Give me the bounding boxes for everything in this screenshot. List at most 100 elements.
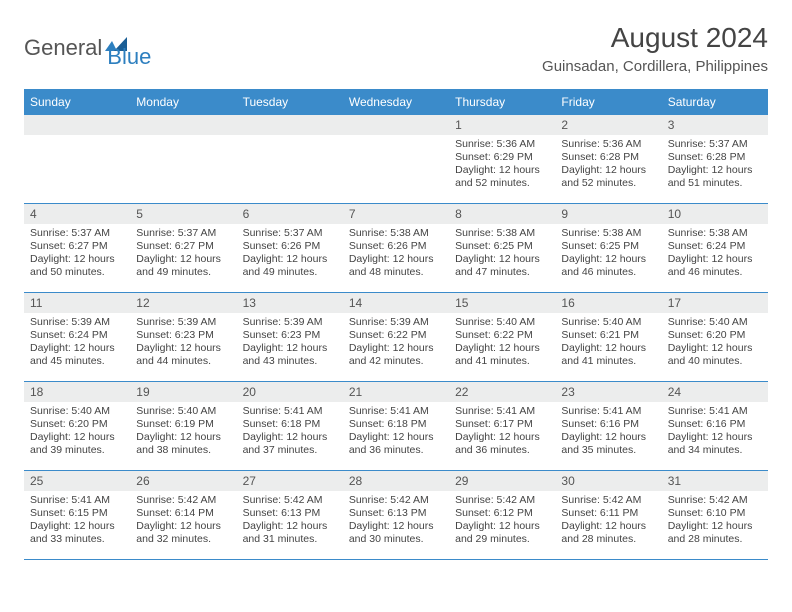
sunrise-text: Sunrise: 5:40 AM: [136, 405, 230, 418]
daylight-text: Daylight: 12 hours and 39 minutes.: [30, 431, 124, 457]
day-header: Tuesday: [237, 89, 343, 115]
calendar-cell: 9Sunrise: 5:38 AMSunset: 6:25 PMDaylight…: [555, 204, 661, 293]
sunrise-text: Sunrise: 5:39 AM: [30, 316, 124, 329]
calendar-cell: 22Sunrise: 5:41 AMSunset: 6:17 PMDayligh…: [449, 382, 555, 471]
sunrise-text: Sunrise: 5:36 AM: [561, 138, 655, 151]
day-details: Sunrise: 5:41 AMSunset: 6:16 PMDaylight:…: [555, 402, 661, 461]
sunrise-text: Sunrise: 5:42 AM: [136, 494, 230, 507]
daylight-text: Daylight: 12 hours and 43 minutes.: [243, 342, 337, 368]
day-number: 16: [555, 293, 661, 313]
calendar-cell: 20Sunrise: 5:41 AMSunset: 6:18 PMDayligh…: [237, 382, 343, 471]
daylight-text: Daylight: 12 hours and 52 minutes.: [561, 164, 655, 190]
day-details: Sunrise: 5:36 AMSunset: 6:28 PMDaylight:…: [555, 135, 661, 194]
sunrise-text: Sunrise: 5:38 AM: [668, 227, 762, 240]
sunrise-text: Sunrise: 5:39 AM: [349, 316, 443, 329]
calendar-cell: 25Sunrise: 5:41 AMSunset: 6:15 PMDayligh…: [24, 471, 130, 560]
daylight-text: Daylight: 12 hours and 35 minutes.: [561, 431, 655, 457]
day-details: Sunrise: 5:37 AMSunset: 6:27 PMDaylight:…: [24, 224, 130, 283]
day-details: Sunrise: 5:37 AMSunset: 6:26 PMDaylight:…: [237, 224, 343, 283]
day-details: Sunrise: 5:42 AMSunset: 6:12 PMDaylight:…: [449, 491, 555, 550]
sunrise-text: Sunrise: 5:40 AM: [30, 405, 124, 418]
sunset-text: Sunset: 6:10 PM: [668, 507, 762, 520]
sunrise-text: Sunrise: 5:41 AM: [668, 405, 762, 418]
calendar-cell: 18Sunrise: 5:40 AMSunset: 6:20 PMDayligh…: [24, 382, 130, 471]
daylight-text: Daylight: 12 hours and 36 minutes.: [349, 431, 443, 457]
logo-text-general: General: [24, 35, 102, 61]
sunset-text: Sunset: 6:16 PM: [668, 418, 762, 431]
calendar-week-row: 11Sunrise: 5:39 AMSunset: 6:24 PMDayligh…: [24, 293, 768, 382]
daylight-text: Daylight: 12 hours and 50 minutes.: [30, 253, 124, 279]
day-number: 2: [555, 115, 661, 135]
day-details: Sunrise: 5:42 AMSunset: 6:13 PMDaylight:…: [237, 491, 343, 550]
daylight-text: Daylight: 12 hours and 33 minutes.: [30, 520, 124, 546]
sunset-text: Sunset: 6:20 PM: [30, 418, 124, 431]
day-number: 20: [237, 382, 343, 402]
day-number: 11: [24, 293, 130, 313]
day-number: 10: [662, 204, 768, 224]
calendar-cell: 5Sunrise: 5:37 AMSunset: 6:27 PMDaylight…: [130, 204, 236, 293]
sunrise-text: Sunrise: 5:42 AM: [668, 494, 762, 507]
sunset-text: Sunset: 6:20 PM: [668, 329, 762, 342]
calendar-week-row: 1Sunrise: 5:36 AMSunset: 6:29 PMDaylight…: [24, 115, 768, 204]
day-details: Sunrise: 5:39 AMSunset: 6:23 PMDaylight:…: [237, 313, 343, 372]
daylight-text: Daylight: 12 hours and 49 minutes.: [243, 253, 337, 279]
day-number: 31: [662, 471, 768, 491]
calendar-cell: 19Sunrise: 5:40 AMSunset: 6:19 PMDayligh…: [130, 382, 236, 471]
daylight-text: Daylight: 12 hours and 38 minutes.: [136, 431, 230, 457]
calendar-cell: 4Sunrise: 5:37 AMSunset: 6:27 PMDaylight…: [24, 204, 130, 293]
sunrise-text: Sunrise: 5:41 AM: [243, 405, 337, 418]
daylight-text: Daylight: 12 hours and 31 minutes.: [243, 520, 337, 546]
day-header: Friday: [555, 89, 661, 115]
sunset-text: Sunset: 6:17 PM: [455, 418, 549, 431]
daylight-text: Daylight: 12 hours and 30 minutes.: [349, 520, 443, 546]
daylight-text: Daylight: 12 hours and 49 minutes.: [136, 253, 230, 279]
day-details: Sunrise: 5:41 AMSunset: 6:17 PMDaylight:…: [449, 402, 555, 461]
day-number: 23: [555, 382, 661, 402]
logo-text-blue: Blue: [107, 44, 151, 70]
sunrise-text: Sunrise: 5:42 AM: [349, 494, 443, 507]
sunrise-text: Sunrise: 5:38 AM: [561, 227, 655, 240]
day-details: Sunrise: 5:37 AMSunset: 6:28 PMDaylight:…: [662, 135, 768, 194]
day-number: 7: [343, 204, 449, 224]
page-title: August 2024: [542, 22, 768, 54]
day-details: Sunrise: 5:42 AMSunset: 6:13 PMDaylight:…: [343, 491, 449, 550]
daylight-text: Daylight: 12 hours and 48 minutes.: [349, 253, 443, 279]
calendar-cell: 23Sunrise: 5:41 AMSunset: 6:16 PMDayligh…: [555, 382, 661, 471]
calendar-cell: 10Sunrise: 5:38 AMSunset: 6:24 PMDayligh…: [662, 204, 768, 293]
sunset-text: Sunset: 6:16 PM: [561, 418, 655, 431]
day-number: 26: [130, 471, 236, 491]
daylight-text: Daylight: 12 hours and 32 minutes.: [136, 520, 230, 546]
daylight-text: Daylight: 12 hours and 29 minutes.: [455, 520, 549, 546]
day-number: 15: [449, 293, 555, 313]
header: General Blue August 2024 Guinsadan, Cord…: [24, 22, 768, 75]
day-number: 3: [662, 115, 768, 135]
calendar-cell: 12Sunrise: 5:39 AMSunset: 6:23 PMDayligh…: [130, 293, 236, 382]
sunrise-text: Sunrise: 5:37 AM: [668, 138, 762, 151]
day-details: Sunrise: 5:38 AMSunset: 6:25 PMDaylight:…: [449, 224, 555, 283]
sunset-text: Sunset: 6:28 PM: [561, 151, 655, 164]
calendar-cell: [24, 115, 130, 204]
day-details: Sunrise: 5:37 AMSunset: 6:27 PMDaylight:…: [130, 224, 236, 283]
calendar-week-row: 4Sunrise: 5:37 AMSunset: 6:27 PMDaylight…: [24, 204, 768, 293]
sunrise-text: Sunrise: 5:38 AM: [349, 227, 443, 240]
sunset-text: Sunset: 6:13 PM: [243, 507, 337, 520]
sunrise-text: Sunrise: 5:40 AM: [668, 316, 762, 329]
sunset-text: Sunset: 6:26 PM: [349, 240, 443, 253]
sunrise-text: Sunrise: 5:42 AM: [561, 494, 655, 507]
day-number: [237, 115, 343, 135]
sunrise-text: Sunrise: 5:37 AM: [136, 227, 230, 240]
daylight-text: Daylight: 12 hours and 42 minutes.: [349, 342, 443, 368]
day-number: 30: [555, 471, 661, 491]
calendar-cell: 8Sunrise: 5:38 AMSunset: 6:25 PMDaylight…: [449, 204, 555, 293]
day-number: 21: [343, 382, 449, 402]
calendar-cell: 3Sunrise: 5:37 AMSunset: 6:28 PMDaylight…: [662, 115, 768, 204]
daylight-text: Daylight: 12 hours and 34 minutes.: [668, 431, 762, 457]
sunrise-text: Sunrise: 5:37 AM: [30, 227, 124, 240]
calendar-cell: 2Sunrise: 5:36 AMSunset: 6:28 PMDaylight…: [555, 115, 661, 204]
sunset-text: Sunset: 6:29 PM: [455, 151, 549, 164]
calendar-cell: 31Sunrise: 5:42 AMSunset: 6:10 PMDayligh…: [662, 471, 768, 560]
sunset-text: Sunset: 6:15 PM: [30, 507, 124, 520]
day-header: Sunday: [24, 89, 130, 115]
sunrise-text: Sunrise: 5:41 AM: [455, 405, 549, 418]
sunset-text: Sunset: 6:22 PM: [455, 329, 549, 342]
